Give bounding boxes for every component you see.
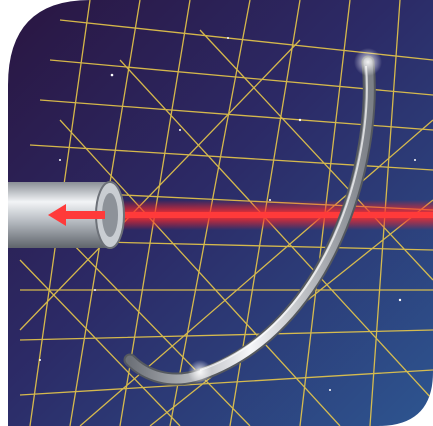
fiber-tube bbox=[8, 181, 125, 249]
laser-core bbox=[100, 212, 433, 218]
needle bbox=[123, 48, 382, 386]
stars bbox=[39, 37, 416, 391]
